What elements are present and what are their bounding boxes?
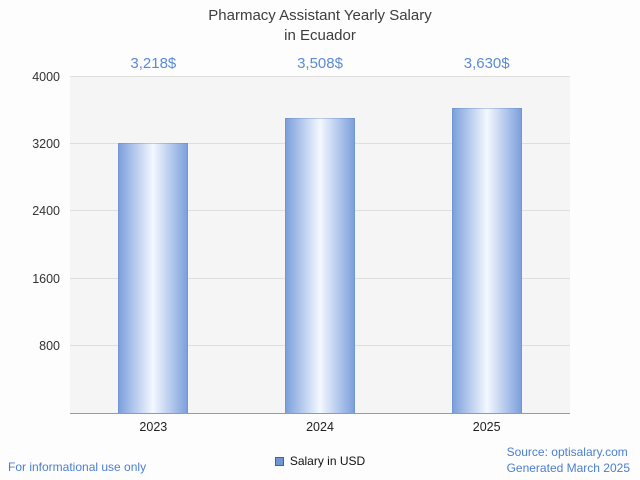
- chart-title-line1: Pharmacy Assistant Yearly Salary: [208, 7, 432, 24]
- gridline: [70, 76, 570, 77]
- legend-swatch-icon: [274, 456, 284, 466]
- y-axis: 800 1600 2400 3200 4000: [6, 70, 70, 413]
- footer-disclaimer: For informational use only: [8, 460, 147, 474]
- chart-title-line2: in Ecuador: [284, 26, 356, 44]
- legend-label: Salary in USD: [289, 454, 366, 468]
- chart-area: 800 1600 2400 3200 4000 3,218$ 3,508$ 3,630$ 2…: [0, 55, 640, 440]
- footer-source: Source: optisalary.com Generated March 2…: [507, 444, 630, 476]
- bars-row: [70, 77, 570, 413]
- x-tick-label: 2025: [472, 420, 501, 434]
- bar-value-label: 3,630$: [463, 55, 510, 72]
- bar: [285, 118, 355, 413]
- legend: Salary in USD: [0, 454, 640, 468]
- value-labels: 3,218$ 3,508$ 3,630$: [70, 55, 570, 75]
- footer-generated-line: Generated March 2025: [506, 460, 630, 475]
- bar-column: [403, 77, 570, 413]
- bar-value-label: 3,218$: [130, 55, 177, 72]
- bar-value-label: 3,508$: [297, 55, 343, 72]
- y-tick-label: 1600: [32, 271, 60, 286]
- y-tick-label: 2400: [32, 204, 60, 219]
- x-tick-label: 2024: [306, 420, 334, 434]
- y-tick-label: 3200: [32, 137, 60, 152]
- y-tick-label: 4000: [32, 70, 60, 84]
- bar-column: [237, 77, 404, 413]
- plot-area: [70, 76, 570, 414]
- x-axis-labels: 2023 2024 2025: [70, 414, 570, 440]
- footer-source-line: Source: optisalary.com: [506, 444, 628, 459]
- bar: [451, 108, 522, 413]
- bar: [118, 142, 189, 413]
- plot-column: 3,218$ 3,508$ 3,630$ 2023 2024 2025: [70, 55, 570, 440]
- x-tick-label: 2023: [139, 420, 168, 434]
- y-tick-label: 800: [39, 338, 60, 353]
- bar-column: [70, 77, 237, 413]
- chart-title: Pharmacy Assistant Yearly Salary in Ecua…: [0, 0, 640, 45]
